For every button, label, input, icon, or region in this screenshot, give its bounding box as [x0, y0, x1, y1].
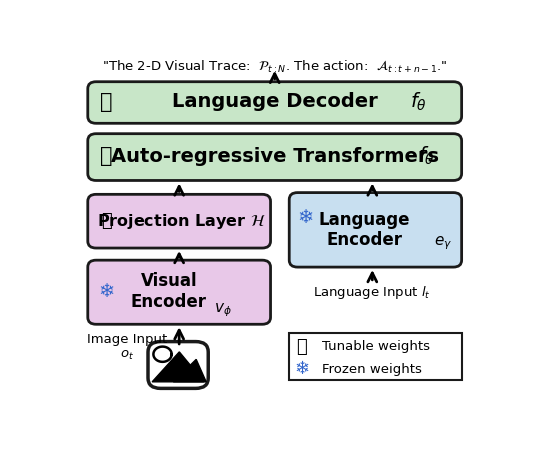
- Text: Visual
Encoder: Visual Encoder: [131, 272, 207, 311]
- FancyBboxPatch shape: [148, 342, 208, 388]
- Text: Projection Layer $\mathcal{H}$: Projection Layer $\mathcal{H}$: [97, 212, 266, 230]
- Text: Image Input
$\boldsymbol{o_t}$: Image Input $\boldsymbol{o_t}$: [87, 333, 167, 362]
- FancyBboxPatch shape: [88, 194, 271, 248]
- Text: 🔥: 🔥: [100, 146, 113, 166]
- FancyBboxPatch shape: [88, 260, 271, 324]
- Text: Language Decoder: Language Decoder: [172, 92, 377, 111]
- FancyBboxPatch shape: [88, 82, 461, 123]
- FancyBboxPatch shape: [289, 333, 461, 380]
- Text: "The 2-D Visual Trace:  $\mathcal{P}_{t:N}$. The action:  $\mathcal{A}_{t:t+n-1}: "The 2-D Visual Trace: $\mathcal{P}_{t:N…: [102, 59, 448, 75]
- Text: Auto-regressive Transformers: Auto-regressive Transformers: [111, 147, 438, 166]
- Text: Tunable weights: Tunable weights: [323, 340, 430, 353]
- Text: 🔥: 🔥: [101, 212, 112, 230]
- Text: 🔥: 🔥: [100, 92, 113, 112]
- FancyBboxPatch shape: [289, 193, 461, 267]
- Text: ❄: ❄: [98, 282, 115, 301]
- Text: Language
Encoder: Language Encoder: [318, 211, 410, 249]
- Text: ❄: ❄: [297, 208, 314, 227]
- Text: Language Input $l_t$: Language Input $l_t$: [314, 284, 431, 302]
- Text: $f_\theta$: $f_\theta$: [410, 90, 427, 113]
- Text: $e_\gamma$: $e_\gamma$: [434, 234, 452, 252]
- Text: $v_\phi$: $v_\phi$: [214, 301, 232, 319]
- FancyBboxPatch shape: [88, 134, 461, 180]
- Polygon shape: [152, 352, 204, 382]
- Polygon shape: [173, 360, 206, 382]
- Text: Frozen weights: Frozen weights: [323, 363, 422, 376]
- Text: 🔥: 🔥: [296, 338, 307, 356]
- Text: $f_\theta$: $f_\theta$: [418, 145, 435, 167]
- Text: ❄: ❄: [294, 360, 309, 378]
